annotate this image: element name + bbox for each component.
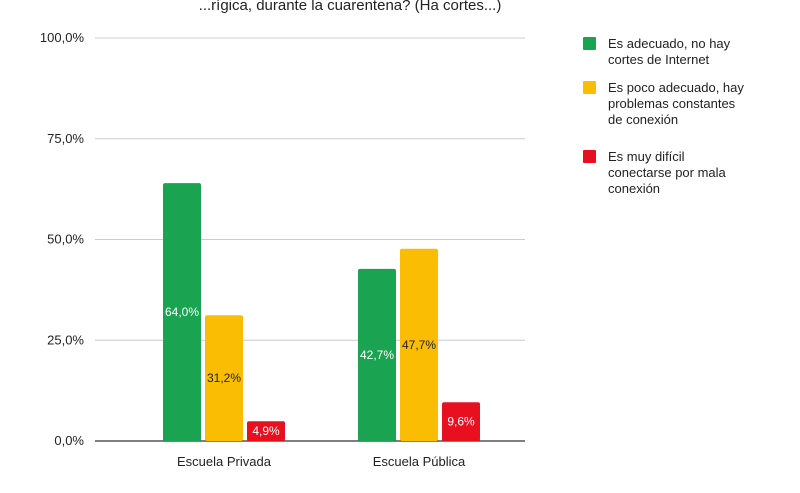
legend-swatch: [583, 81, 596, 94]
data-label: 9,6%: [447, 415, 475, 429]
legend-swatch: [583, 150, 596, 163]
y-tick-label: 50,0%: [47, 232, 84, 247]
grid-lines: [95, 37, 525, 442]
y-axis-ticks: 0,0% 25,0% 50,0% 75,0% 100,0%: [40, 30, 85, 448]
bar: [358, 268, 396, 441]
y-tick-label: 100,0%: [40, 30, 85, 45]
legend-label: Es poco adecuado, hay: [608, 80, 744, 95]
legend-label: de conexión: [608, 112, 678, 127]
legend-label: Es adecuado, no hay: [608, 36, 731, 51]
bars: [163, 183, 480, 441]
legend-label: conexión: [608, 181, 660, 196]
data-label: 42,7%: [360, 348, 394, 362]
data-label: 31,2%: [207, 371, 241, 385]
data-labels: 64,0% 31,2% 4,9% 42,7% 47,7% 9,6%: [165, 305, 475, 438]
y-tick-label: 75,0%: [47, 131, 84, 146]
y-tick-label: 0,0%: [54, 433, 84, 448]
bar: [247, 421, 285, 441]
x-tick-label: Escuela Privada: [177, 454, 272, 469]
legend-label: Es muy difícil: [608, 149, 685, 164]
bar: [163, 183, 201, 441]
legend-label: cortes de Internet: [608, 52, 710, 67]
x-axis-categories: Escuela Privada Escuela Pública: [177, 454, 466, 469]
bar: [400, 248, 438, 441]
data-label: 4,9%: [252, 424, 280, 438]
x-tick-label: Escuela Pública: [373, 454, 466, 469]
bar: [205, 315, 243, 441]
bar: [442, 402, 480, 441]
data-label: 64,0%: [165, 305, 199, 319]
data-label: 47,7%: [402, 338, 436, 352]
legend-label: problemas constantes: [608, 96, 736, 111]
legend-label: conectarse por mala: [608, 165, 727, 180]
y-tick-label: 25,0%: [47, 332, 84, 347]
legend-swatch: [583, 37, 596, 50]
chart-title: ...rígica, durante la cuarentena? (Ha co…: [199, 0, 502, 14]
